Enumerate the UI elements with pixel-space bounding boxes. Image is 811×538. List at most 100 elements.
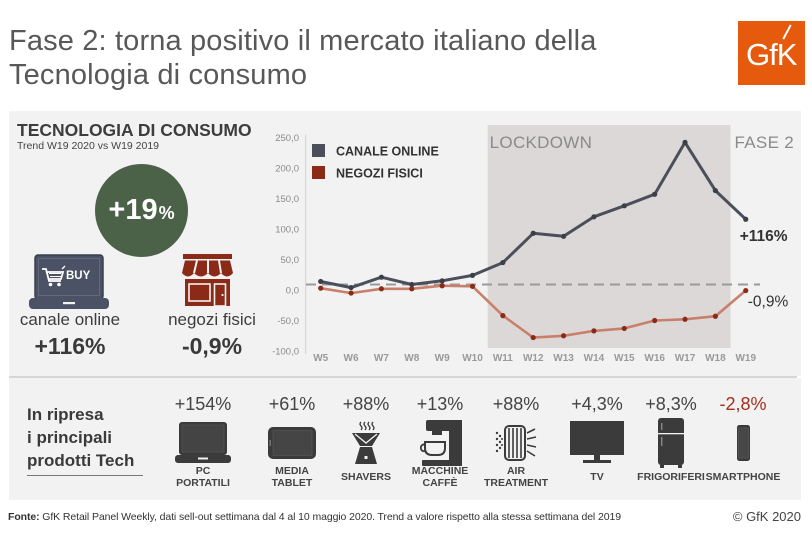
data-point-canale-online — [348, 284, 354, 291]
x-tick-label: W7 — [374, 353, 389, 364]
product-label-line: TV — [590, 470, 604, 483]
product-label-line: FRIGORIFERI — [637, 470, 705, 483]
products-heading-line-2: i principali — [27, 428, 113, 447]
product-shavers: +88% SHAVERS — [321, 392, 411, 483]
product-label: MACCHINE CAFFÈ — [385, 464, 495, 490]
total-growth-unit: % — [158, 203, 175, 223]
data-point-negozi-fisici — [621, 325, 627, 332]
region-label-lockdown: LOCKDOWN — [490, 133, 593, 152]
products-heading-line-3: prodotti Tech — [27, 451, 135, 470]
product-label-line: SMARTPHONE — [705, 470, 781, 483]
page-title-line-1: Fase 2: torna positivo il mercato italia… — [9, 25, 597, 57]
product-label-line: PORTATILI — [176, 477, 230, 489]
x-tick-label: W9 — [435, 353, 450, 364]
y-tick-label: 200,0 — [275, 164, 299, 175]
products-heading-line-1: In ripresa — [27, 405, 104, 424]
x-tick-label: W12 — [523, 353, 544, 364]
x-tick-label: W16 — [644, 353, 665, 364]
x-tick-label: W18 — [705, 353, 726, 364]
weekly-trend-line-chart: LOCKDOWN FASE 2 250,0 200,0 150,0 100,0 50,0 0,… — [272, 125, 794, 364]
products-heading-underline — [27, 475, 143, 476]
product-label-line: TABLET — [271, 477, 313, 489]
product-air-treatment: +88% AIR TREATMENT — [471, 392, 561, 489]
page-title-line-2: Tecnologia di consumo — [9, 59, 308, 91]
online-channel-label: canale online — [19, 310, 121, 329]
x-tick-label: W17 — [675, 353, 696, 364]
y-tick-label: 50,0 — [281, 255, 300, 266]
tablet-icon — [268, 427, 316, 459]
product-value: -2,8% — [719, 394, 767, 414]
product-label-line: AIR — [506, 464, 526, 477]
logo-text: GfK — [746, 37, 797, 72]
product-macchine-caffe: +13% MACCHINE CAFFÈ — [395, 392, 485, 489]
y-tick-label: -100,0 — [272, 347, 299, 358]
legend-swatch-canale-online — [312, 144, 325, 157]
product-frigoriferi: +8,3% FRIGORIFERI — [626, 392, 716, 483]
fridge-icon — [658, 418, 684, 468]
product-label-line: MEDIA — [275, 464, 309, 477]
data-point-canale-online — [469, 272, 476, 278]
data-point-canale-online — [560, 233, 567, 239]
data-point-negozi-fisici — [348, 290, 354, 296]
product-label: SMARTPHONE — [688, 464, 798, 490]
storefront-icon — [182, 254, 233, 306]
summary-subheading: Trend W19 2020 vs W19 2019 — [17, 140, 160, 152]
smartphone-icon — [736, 425, 750, 461]
stores-channel-label: negozi fisici — [168, 310, 256, 329]
data-point-negozi-fisici — [743, 287, 749, 294]
data-point-canale-online — [409, 281, 415, 288]
x-tick-label: W10 — [462, 353, 483, 364]
data-point-canale-online — [682, 139, 688, 145]
region-label-fase-2: FASE 2 — [735, 133, 794, 152]
product-tv: +4,3% TV — [552, 392, 642, 483]
shaver-icon — [352, 421, 380, 464]
legend-swatch-negozi-fisici — [312, 166, 325, 179]
product-media-tablet: +61% MEDIA TABLET — [247, 392, 337, 489]
y-tick-label: 250,0 — [275, 133, 299, 144]
data-point-canale-online — [652, 191, 658, 197]
data-point-canale-online — [378, 274, 385, 280]
product-label: PC PORTATILI — [148, 464, 258, 490]
data-point-negozi-fisici — [409, 286, 415, 292]
buy-label: BUY — [66, 270, 91, 282]
legend-label-negozi-fisici: NEGOZI FISICI — [336, 167, 423, 181]
tv-icon — [570, 421, 624, 463]
product-value: +61% — [268, 394, 316, 414]
source-label: Fonte: — [8, 511, 40, 523]
product-label: TV — [542, 464, 652, 490]
data-point-negozi-fisici — [712, 313, 718, 319]
product-value: +13% — [416, 394, 464, 414]
stores-channel-value: -0,9% — [181, 333, 243, 359]
y-tick-label: 100,0 — [275, 225, 299, 236]
y-tick-label: 0,0 — [286, 286, 299, 297]
y-tick-label: 150,0 — [275, 194, 299, 205]
coffee-machine-icon — [419, 420, 462, 466]
copyright: © GfK 2020 — [732, 509, 801, 524]
x-tick-label: W5 — [313, 353, 328, 364]
data-point-canale-online — [500, 259, 506, 266]
page-title: Fase 2: torna positivo il mercato italia… — [9, 24, 597, 92]
x-tick-label: W14 — [584, 353, 605, 364]
data-point-canale-online — [591, 214, 597, 220]
product-value: +8,3% — [645, 394, 697, 414]
product-value: +4,3% — [571, 394, 623, 414]
product-label: SHAVERS — [311, 464, 421, 490]
x-tick-label: W15 — [614, 353, 635, 364]
annotation-negozi-fisici: -0,9% — [748, 294, 789, 311]
product-label: MEDIA TABLET — [237, 464, 347, 490]
product-label-line: MACCHINE — [411, 464, 469, 477]
data-point-canale-online — [743, 216, 749, 222]
laptop-shopping-cart-icon: BUY — [29, 254, 109, 309]
data-point-canale-online — [712, 187, 718, 194]
air-purifier-icon — [495, 425, 537, 461]
total-growth-value: +19 — [108, 194, 158, 226]
product-smartphone: -2,8% SMARTPHONE — [698, 392, 788, 483]
x-tick-label: W19 — [735, 353, 756, 364]
y-tick-label: -50,0 — [277, 316, 299, 327]
x-tick-label: W11 — [493, 353, 513, 364]
data-point-canale-online — [318, 278, 324, 285]
data-point-negozi-fisici — [378, 286, 385, 292]
annotation-canale-online: +116% — [740, 228, 788, 245]
source-note: Fonte: GfK Retail Panel Weekly, dati sel… — [8, 511, 621, 523]
online-channel-value: +116% — [34, 333, 106, 359]
